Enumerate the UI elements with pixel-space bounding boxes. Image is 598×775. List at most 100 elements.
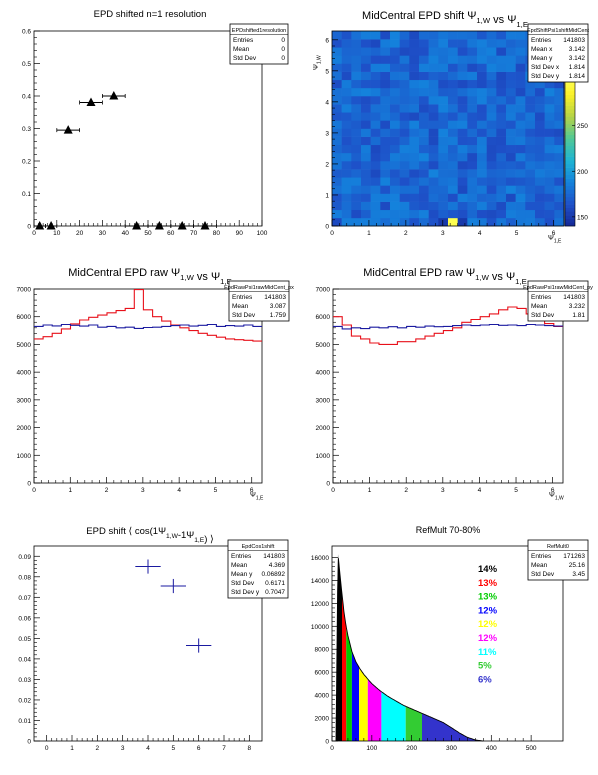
- shift2d-stats-label: Std Dev x: [531, 64, 560, 71]
- heatmap-cell: [438, 96, 449, 105]
- colorbar-cell: [565, 171, 575, 176]
- heatmap-cell: [380, 71, 391, 81]
- colorbar-cell: [565, 167, 575, 172]
- heatmap-cell: [370, 201, 381, 211]
- heatmap-cell: [409, 209, 420, 219]
- heatmap-cell: [361, 136, 371, 146]
- refmult-band: [351, 651, 360, 741]
- raw-w-xtick-label: 1: [368, 487, 372, 494]
- heatmap-cell: [467, 161, 478, 170]
- heatmap-cell: [341, 55, 352, 64]
- refmult-band: [336, 554, 342, 741]
- cos-xtick-label: 3: [121, 745, 125, 752]
- heatmap-cell: [428, 55, 439, 64]
- heatmap-cell: [544, 209, 555, 219]
- heatmap-cell: [409, 120, 420, 129]
- heatmap-cell: [515, 63, 526, 72]
- heatmap-cell: [477, 120, 487, 129]
- heatmap-cell: [409, 193, 420, 202]
- heatmap-cell: [448, 193, 458, 202]
- heatmap-cell: [399, 71, 410, 81]
- heatmap-cell: [467, 55, 478, 64]
- heatmap-cell: [361, 47, 371, 56]
- resolution-xtick-label: 50: [144, 230, 152, 237]
- heatmap-cell: [515, 55, 526, 64]
- resolution-stats-value: 0: [281, 46, 285, 53]
- heatmap-cell: [409, 96, 420, 105]
- heatmap-cell: [351, 87, 362, 97]
- shift2d-stats-label: Std Dev y: [531, 73, 560, 80]
- heatmap-cell: [351, 120, 362, 129]
- heatmap-cell: [448, 161, 458, 170]
- refmult-band: [405, 706, 422, 741]
- raw-w-stats-value: 3.232: [569, 303, 586, 310]
- refmult-xtick-label: 300: [446, 745, 457, 752]
- title-part: MidCentral EPD raw: [68, 267, 171, 279]
- heatmap-cell: [496, 193, 507, 202]
- heatmap-cell: [554, 144, 565, 154]
- shift2d-ytick-label: 4: [325, 99, 329, 106]
- heatmap-cell: [467, 87, 478, 97]
- heatmap-cell: [515, 144, 526, 154]
- refmult-ytick-label: 6000: [315, 670, 330, 677]
- heatmap-cell: [419, 31, 429, 40]
- heatmap-cell: [448, 63, 458, 72]
- heatmap-cell: [457, 169, 468, 178]
- heatmap-cell: [390, 55, 400, 64]
- heatmap-cell: [515, 169, 526, 178]
- heatmap-cell: [332, 217, 342, 227]
- heatmap-cell: [457, 79, 468, 89]
- refmult-xtick-label: 100: [366, 745, 377, 752]
- heatmap-cell: [380, 55, 391, 64]
- title-part: Ψ: [211, 271, 220, 283]
- heatmap-cell: [496, 96, 507, 105]
- refmult-band-label: 11%: [478, 647, 497, 658]
- cos-stats-label: Mean y: [231, 571, 253, 578]
- heatmap-cell: [457, 104, 468, 113]
- heatmap-cell: [467, 193, 478, 202]
- heatmap-cell: [351, 201, 362, 211]
- heatmap-cell: [332, 161, 342, 170]
- heatmap-cell: [535, 96, 545, 105]
- heatmap-cell: [428, 136, 439, 146]
- heatmap-cell: [457, 152, 468, 162]
- heatmap-cell: [544, 193, 555, 202]
- heatmap-cell: [390, 217, 400, 227]
- heatmap-cell: [467, 120, 478, 129]
- heatmap-cell: [438, 39, 449, 48]
- heatmap-cell: [361, 152, 371, 162]
- heatmap-cell: [399, 120, 410, 129]
- heatmap-cell: [525, 177, 536, 186]
- heatmap-cell: [380, 39, 391, 48]
- resolution-stats-name: EPDshifted1resolution: [232, 28, 286, 34]
- refmult-ytick-label: 16000: [311, 555, 329, 562]
- colorbar-cell: [565, 116, 575, 121]
- resolution-xtick-label: 100: [257, 230, 268, 237]
- resolution-point: [109, 91, 119, 100]
- heatmap-cell: [409, 152, 420, 162]
- heatmap-cell: [419, 112, 429, 121]
- heatmap-cell: [399, 96, 410, 105]
- heatmap-cell: [428, 31, 439, 40]
- heatmap-cell: [409, 87, 420, 97]
- heatmap-cell: [544, 217, 555, 227]
- heatmap-cell: [390, 87, 400, 97]
- heatmap-cell: [438, 55, 449, 64]
- cos-xtick-label: 2: [96, 745, 100, 752]
- raw-w-stats-value: 1.81: [572, 312, 585, 319]
- shift2d-xtick-label: 2: [404, 230, 408, 237]
- colorbar-cell: [565, 207, 575, 212]
- x-axis-label-symbol: Ψ: [549, 492, 555, 499]
- heatmap-cell: [448, 169, 458, 178]
- heatmap-cell: [554, 104, 565, 113]
- heatmap-cell: [515, 47, 526, 56]
- heatmap-cell: [525, 209, 536, 219]
- colorbar-cell: [565, 101, 575, 106]
- heatmap-cell: [554, 201, 565, 211]
- heatmap-cell: [544, 96, 555, 105]
- raw-w-stats-name: EpdRawPsi1rawMidCent_py: [523, 285, 593, 291]
- refmult-xtick-label: 200: [406, 745, 417, 752]
- heatmap-cell: [477, 144, 487, 154]
- heatmap-cell: [506, 185, 516, 194]
- raw-w-ytick-label: 1000: [316, 453, 331, 460]
